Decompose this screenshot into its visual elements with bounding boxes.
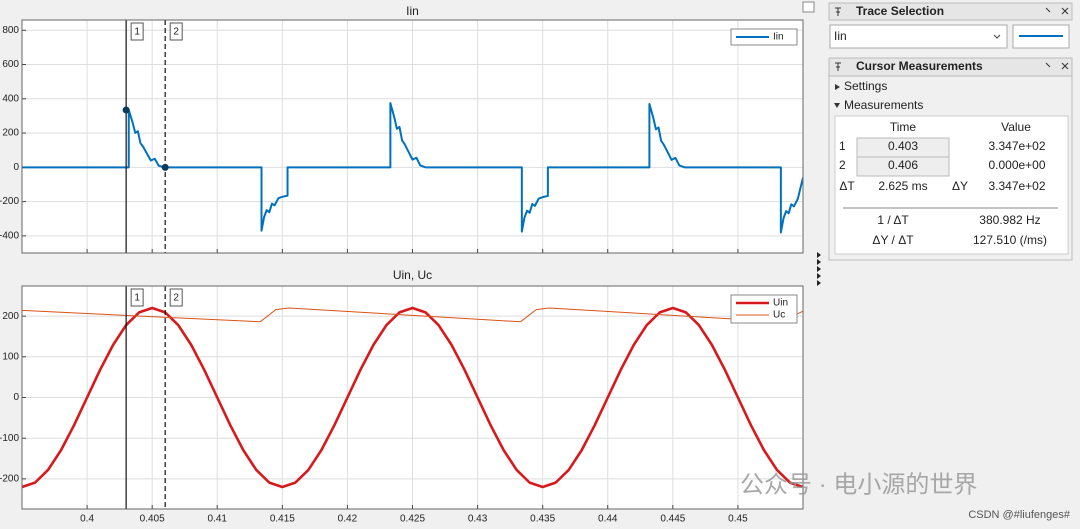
delta-t-label: ΔT [839,179,855,193]
time-field[interactable] [856,156,950,177]
cursor-tag-label: 2 [173,27,179,38]
measurements-section[interactable]: Measurements [844,98,923,112]
y-tick-label: 800 [2,25,19,36]
delta-y: 3.347e+02 [988,179,1045,193]
x-tick-label: 0.42 [338,514,358,525]
cursor-point [122,106,130,114]
plot-frame [21,285,804,510]
dropdown-arrow [993,34,1001,39]
x-tick-label: 0.44 [598,514,618,525]
y-tick-label: -200 [0,474,19,485]
cursor-tag-label: 2 [173,293,179,304]
y-tick-label: -100 [0,433,19,444]
cursor-time: 0.406 [888,158,918,172]
data-layer [22,306,803,489]
trace-dropdown[interactable] [829,24,1008,49]
plots: Iin 800 600 400 200 0 -200 -400 1 2 Iin Uin, Uc 200 1… [0,4,804,525]
time-header: Time [890,120,917,134]
cursor-tag [130,22,144,41]
cursor-tag [169,288,183,307]
inv-dt-label: 1 / ΔT [877,213,909,227]
legend-label: Uin [773,298,788,309]
credit: CSDN @#liufenges# [968,509,1071,521]
x-tick-label: 0.43 [468,514,488,525]
cursor-tag [169,22,183,41]
panel-expander[interactable] [817,252,821,286]
inv-dt: 380.982 Hz [979,213,1040,227]
x-tick-label: 0.45 [728,514,748,525]
panel-controls[interactable] [1045,7,1069,15]
data-layer [22,102,803,234]
pin-icon[interactable] [835,7,841,16]
cursor-panel-header [828,57,1073,77]
cursor-tag-label: 1 [134,293,140,304]
value-header: Value [1001,120,1031,134]
watermark: 公众号 · 电小源的世界 [740,471,977,498]
undock-button[interactable] [802,1,815,13]
y-tick-label: 400 [2,93,19,104]
series-line [22,307,803,323]
y-tick-label: 200 [2,311,19,322]
y-tick-label: -200 [0,196,19,207]
cursor-time: 0.403 [888,139,918,153]
y-tick-label: 100 [2,351,19,362]
x-tick-label: 0.435 [530,514,555,525]
cursor-tag [130,288,144,307]
x-tick-label: 0.405 [140,514,165,525]
y-tick-label: 0 [13,162,19,173]
delta-t: 2.625 ms [878,179,927,193]
dydt-label: ΔY / ΔT [872,233,914,247]
cursor-panel-title: Cursor Measurements [856,59,983,73]
x-tick-label: 0.445 [660,514,685,525]
plot-frame [21,19,804,254]
cursor-value: 0.000e+00 [988,158,1045,172]
settings-section[interactable]: Settings [844,79,887,93]
cursor-label: 1 [839,139,846,153]
collapse-arrow[interactable] [834,103,840,108]
trace-selection-header [828,2,1073,21]
y-tick-label: 200 [2,128,19,139]
trace-dropdown-value: Iin [834,29,847,43]
plot-title: Uin, Uc [393,268,432,282]
legend-box [730,294,798,324]
plot: Iin 800 600 400 200 0 -200 -400 1 2 Iin [0,4,804,254]
y-tick-label: 0 [13,392,19,403]
series-line [22,306,803,489]
cursor-value: 3.347e+02 [988,139,1045,153]
expand-arrow[interactable] [835,84,840,90]
pin-icon[interactable] [835,62,841,71]
plot-title: Iin [406,4,419,18]
trace-selection-title: Trace Selection [856,4,944,18]
panel-controls[interactable] [1045,62,1069,70]
y-tick-label: -400 [0,231,19,242]
legend-label: Iin [773,32,784,43]
y-tick-label: 600 [2,59,19,70]
x-tick-label: 0.415 [270,514,295,525]
cursor-label: 2 [839,158,846,172]
x-tick-label: 0.41 [208,514,228,525]
x-tick-label: 0.4 [80,514,94,525]
expander-icon [817,252,821,286]
delta-y-label: ΔY [952,179,968,193]
plot: Uin, Uc 200 100 0 -100 -200 0.4 0.405 0.41 0.415 0… [0,268,804,525]
legend-label: Uc [773,310,785,321]
cursor-point [161,163,169,171]
cursor-tag-label: 1 [134,27,140,38]
series-line [22,102,803,234]
x-tick-label: 0.425 [400,514,425,525]
dydt: 127.510 (/ms) [973,233,1047,247]
